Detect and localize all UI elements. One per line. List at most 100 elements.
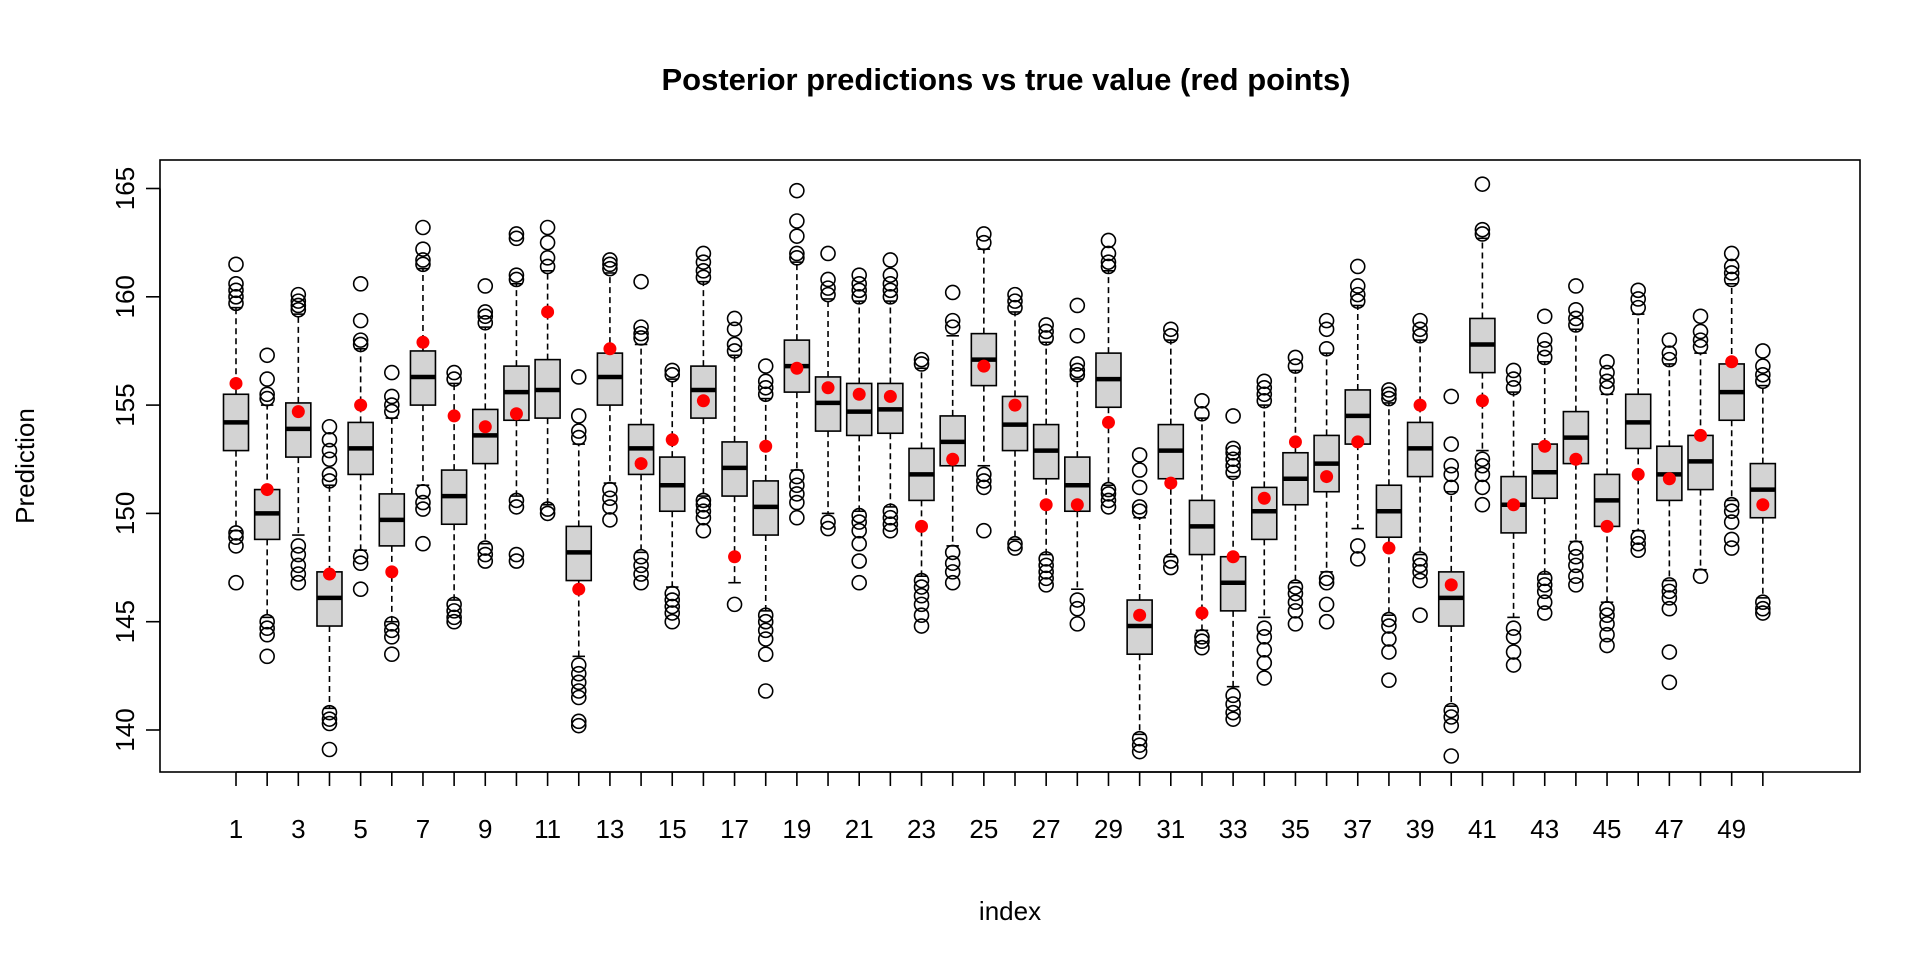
box-30	[1126, 447, 1153, 760]
box-7	[409, 219, 437, 552]
outlier-point	[1225, 704, 1241, 721]
outlier-point	[1505, 362, 1522, 379]
outlier-point	[570, 689, 587, 706]
outlier-point	[944, 312, 961, 329]
outlier-point	[1661, 590, 1678, 606]
outlier-point	[415, 494, 431, 511]
outlier-point	[789, 213, 805, 229]
outlier-point	[1349, 551, 1366, 567]
outlier-point	[1256, 392, 1273, 409]
outlier-point	[1287, 594, 1304, 611]
outlier-point	[1443, 388, 1460, 405]
outlier-point	[570, 657, 587, 673]
outlier-point	[570, 369, 587, 385]
outlier-point	[1630, 299, 1646, 316]
outlier-point	[352, 332, 369, 348]
outlier-point	[1131, 737, 1148, 753]
outlier-point	[290, 574, 307, 591]
x-tick-label: 25	[969, 814, 998, 844]
true-value-point	[229, 376, 243, 390]
x-tick-label: 21	[845, 814, 874, 844]
outlier-point	[1069, 356, 1086, 372]
outlier-point	[882, 282, 899, 299]
outlier-point	[383, 622, 400, 639]
outlier-point	[851, 288, 868, 305]
outlier-point	[1755, 358, 1771, 374]
outlier-point	[1474, 226, 1491, 242]
outlier-point	[228, 288, 244, 305]
box-47	[1656, 332, 1683, 691]
outlier-point	[882, 267, 899, 283]
box-2	[253, 347, 281, 665]
outlier-point	[446, 603, 462, 619]
outlier-point	[1412, 312, 1428, 329]
outlier-point	[1381, 644, 1397, 660]
outlier-point	[383, 397, 400, 413]
outlier-point	[944, 284, 961, 301]
x-tick-label: 41	[1468, 814, 1497, 844]
outlier-point	[1505, 644, 1522, 660]
outlier-point	[1443, 466, 1460, 483]
outlier-point	[415, 219, 431, 236]
outlier-point	[570, 429, 587, 446]
outlier-point	[539, 250, 556, 266]
outlier-point	[321, 741, 338, 758]
outlier-point	[1412, 321, 1428, 338]
outlier-point	[290, 546, 307, 563]
box-24	[939, 284, 966, 591]
box-43	[1531, 308, 1559, 621]
outlier-point	[1131, 503, 1148, 520]
box-23	[908, 351, 935, 634]
outlier-point	[508, 492, 525, 509]
box-42	[1500, 362, 1527, 673]
outlier-point	[820, 520, 836, 537]
outlier-point	[508, 267, 525, 283]
outlier-point	[757, 373, 774, 390]
outlier-point	[820, 271, 836, 288]
true-value-point	[1413, 398, 1427, 412]
outlier-point	[1100, 232, 1117, 249]
true-value-point	[447, 409, 461, 423]
outlier-point	[1381, 631, 1397, 647]
outlier-point	[1723, 514, 1740, 530]
outlier-point	[477, 314, 494, 331]
outlier-point	[913, 356, 930, 372]
outlier-point	[228, 529, 244, 546]
true-value-point	[1164, 476, 1178, 490]
outlier-point	[913, 587, 930, 604]
outlier-point	[1599, 626, 1615, 643]
outlier-point	[570, 713, 587, 730]
y-tick-label: 155	[110, 383, 140, 426]
box-44	[1562, 278, 1590, 593]
x-tick-label: 11	[534, 814, 561, 844]
outlier-point	[352, 276, 369, 292]
outlier-point	[1287, 585, 1304, 602]
outlier-point	[1256, 386, 1273, 403]
true-value-point	[354, 398, 368, 412]
outlier-point	[1318, 570, 1335, 587]
box-19	[783, 182, 811, 526]
box-1	[222, 256, 250, 591]
box-8	[440, 364, 468, 630]
outlier-point	[633, 574, 649, 591]
outlier-point	[726, 596, 743, 613]
outlier-point	[976, 479, 992, 496]
x-tick-label: 29	[1094, 814, 1123, 844]
outlier-point	[383, 364, 400, 381]
box-39	[1406, 312, 1434, 624]
outlier-point	[757, 646, 774, 662]
outlier-point	[1412, 564, 1428, 580]
outlier-point	[1599, 637, 1615, 654]
outlier-point	[1723, 245, 1740, 262]
true-value-point	[1756, 498, 1770, 512]
outlier-point	[882, 252, 899, 268]
outlier-point	[851, 282, 868, 299]
outlier-point	[1131, 730, 1148, 747]
box-15	[658, 362, 686, 630]
outlier-point	[695, 269, 712, 286]
outlier-point	[290, 538, 307, 554]
outlier-point	[446, 371, 462, 387]
outlier-point	[1349, 286, 1366, 303]
outlier-point	[1381, 611, 1397, 628]
outlier-point	[820, 280, 836, 296]
